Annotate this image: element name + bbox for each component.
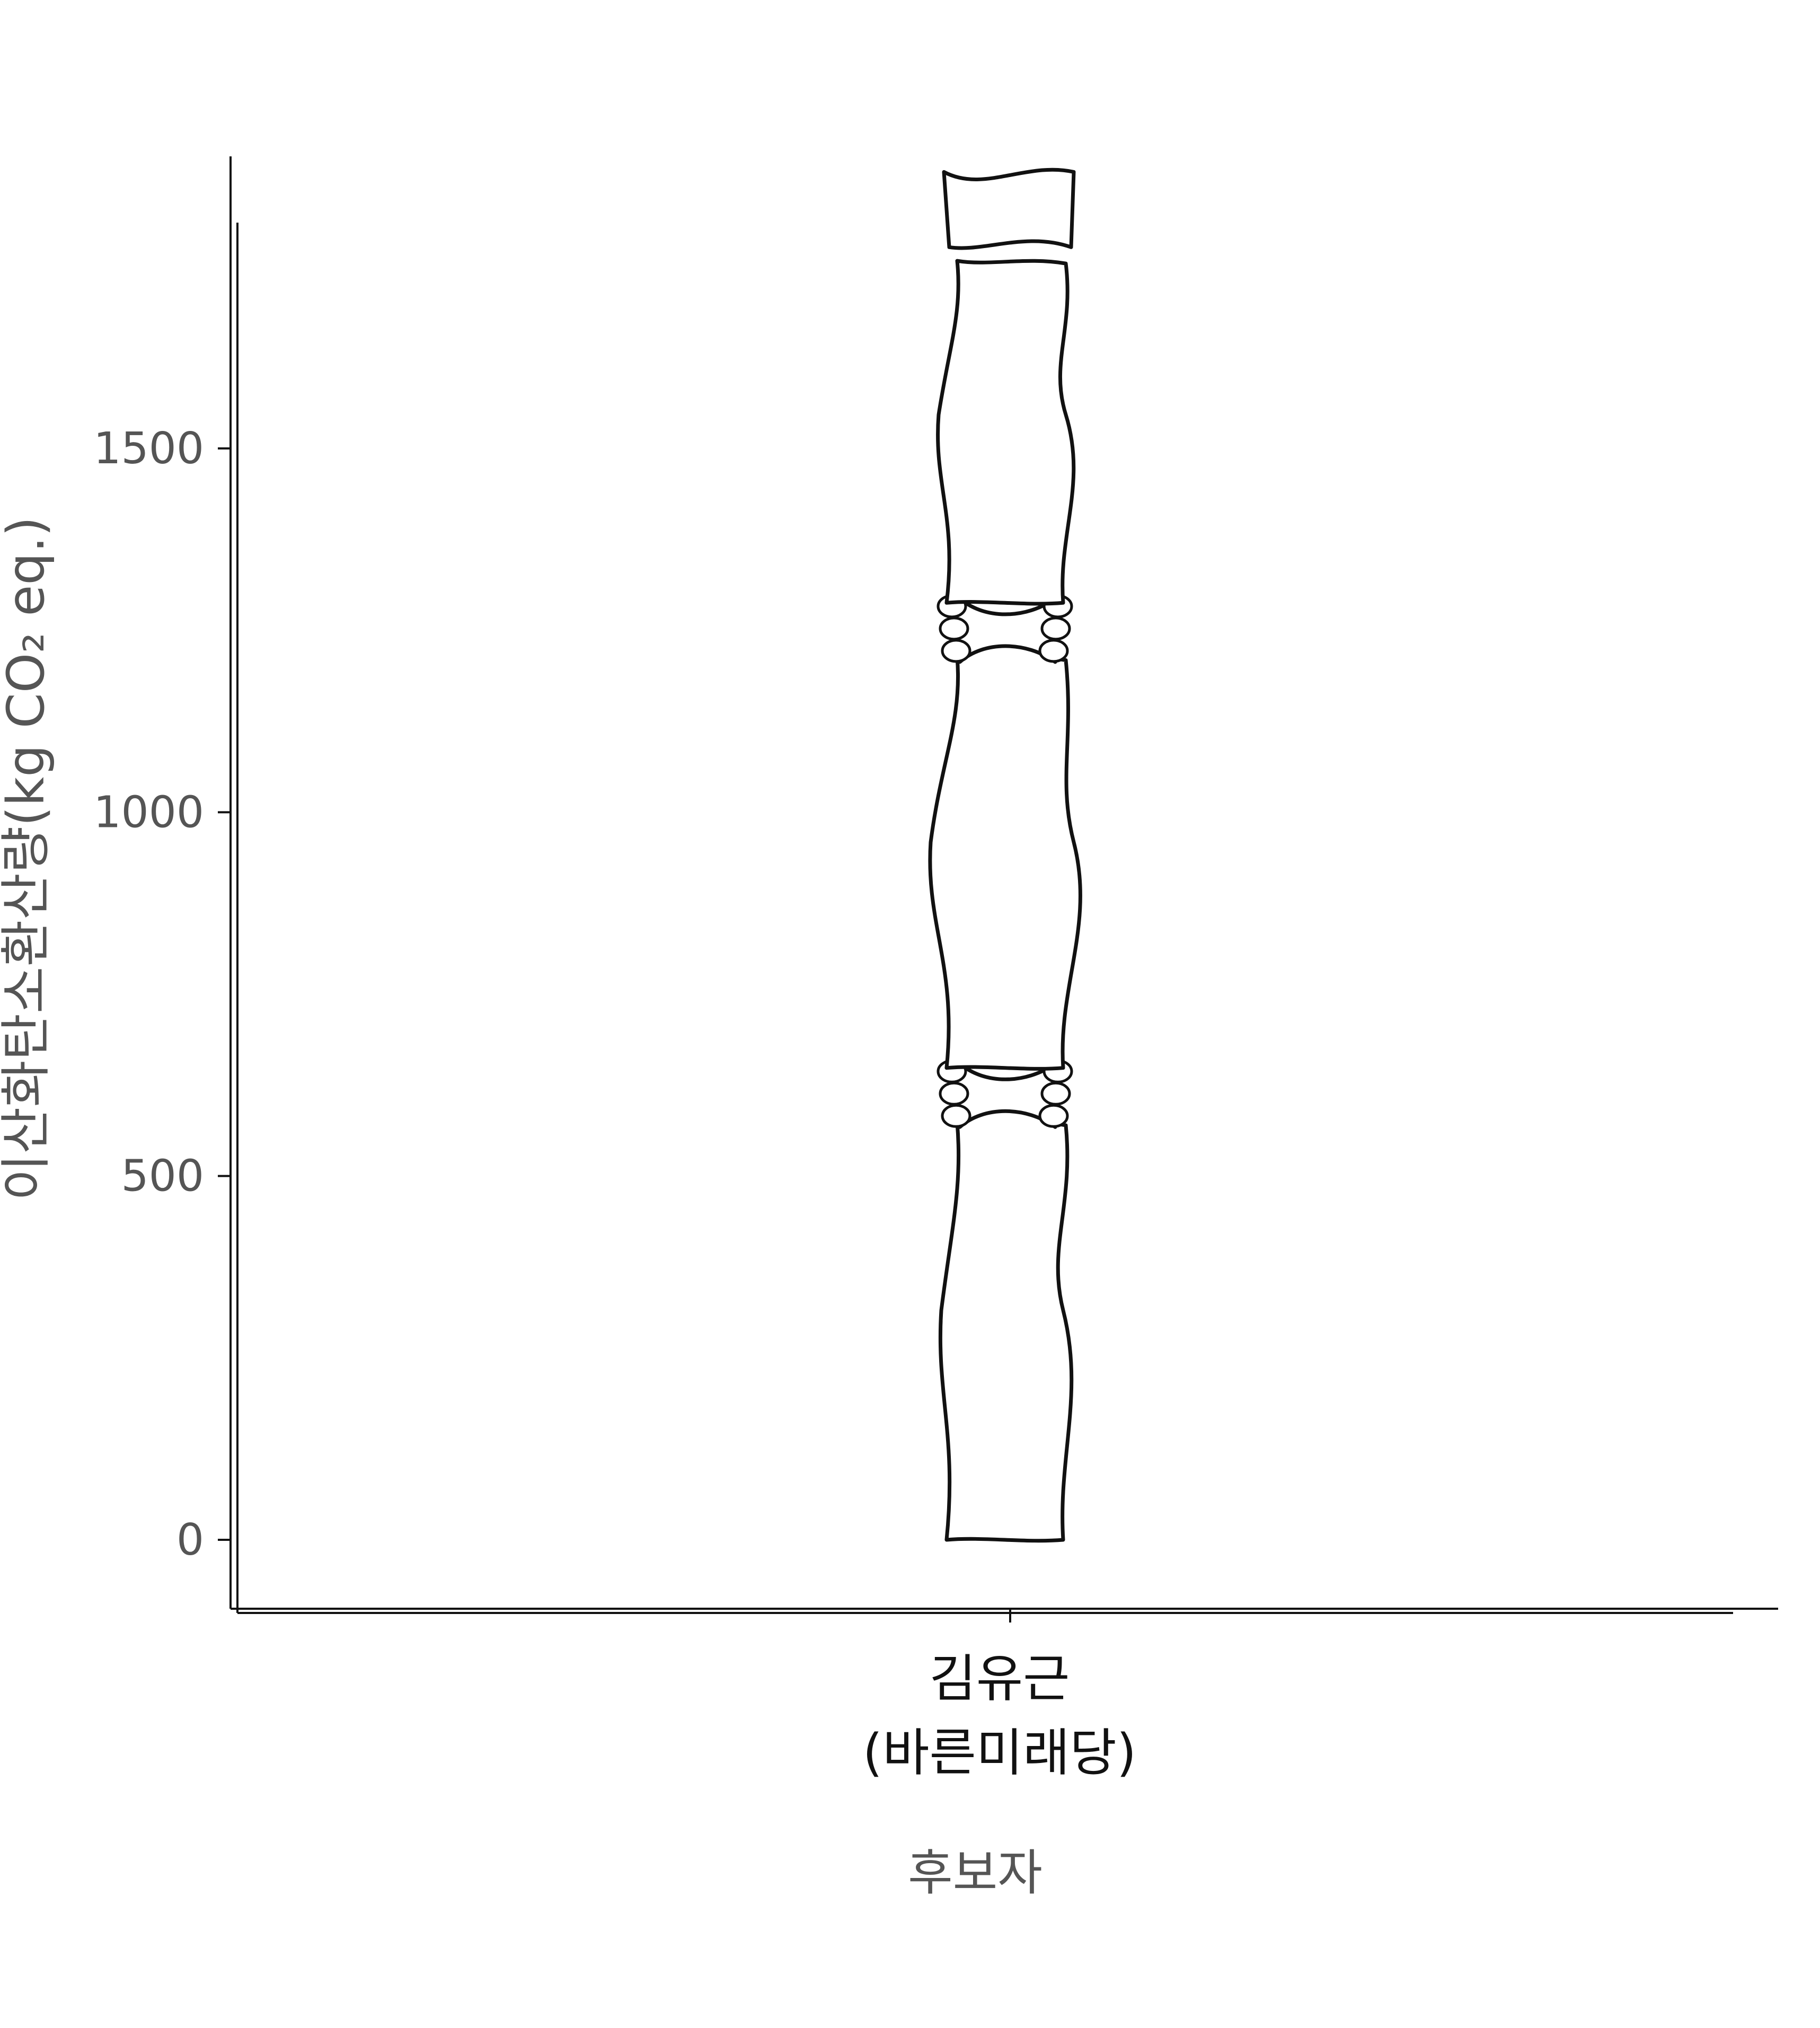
x-axis-label: 후보자: [908, 1845, 1042, 1901]
y-tick-label: 1500: [93, 424, 204, 474]
y-tick-label: 1000: [93, 787, 204, 837]
bone-cap: [942, 167, 1076, 250]
bone-joint: [936, 1059, 1073, 1129]
x-tick-label-line: 김유근: [930, 1649, 1070, 1708]
y-tick-label: 500: [121, 1151, 204, 1202]
x-tick-label-line: (바른미래당): [863, 1723, 1137, 1783]
y-ticks: 0 500 1000 1500: [93, 424, 231, 1565]
bone-segment: [936, 259, 1076, 606]
bars: [928, 167, 1082, 1543]
bone-joint: [936, 594, 1073, 664]
y-axis-label: 이산화탄소환산량(kg CO₂ eq.): [0, 517, 56, 1201]
x-tick-label: 김유근 (바른미래당): [863, 1649, 1137, 1783]
y-tick-label: 0: [176, 1515, 204, 1565]
bar: [928, 167, 1082, 1543]
x-axis: [231, 1608, 1778, 1614]
bone-segment: [928, 656, 1082, 1071]
y-axis: [229, 156, 238, 1613]
bone-segment: [938, 1121, 1074, 1543]
